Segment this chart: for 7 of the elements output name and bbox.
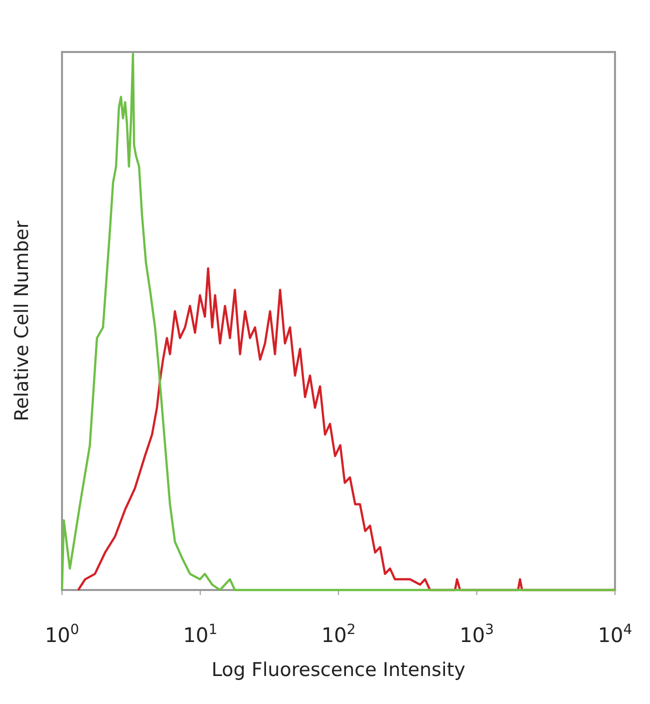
x-tick-label: 10$^{2}$ <box>321 622 356 647</box>
x-tick-label: 10$^{4}$ <box>598 622 632 647</box>
x-axis-title: Log Fluorescence Intensity <box>212 659 466 681</box>
x-tick-label: 10$^{1}$ <box>183 622 218 647</box>
x-tick-label: 10$^{3}$ <box>460 622 494 647</box>
y-axis-title: Relative Cell Number <box>11 220 33 422</box>
x-tick-label: 10$^{0}$ <box>44 622 80 647</box>
